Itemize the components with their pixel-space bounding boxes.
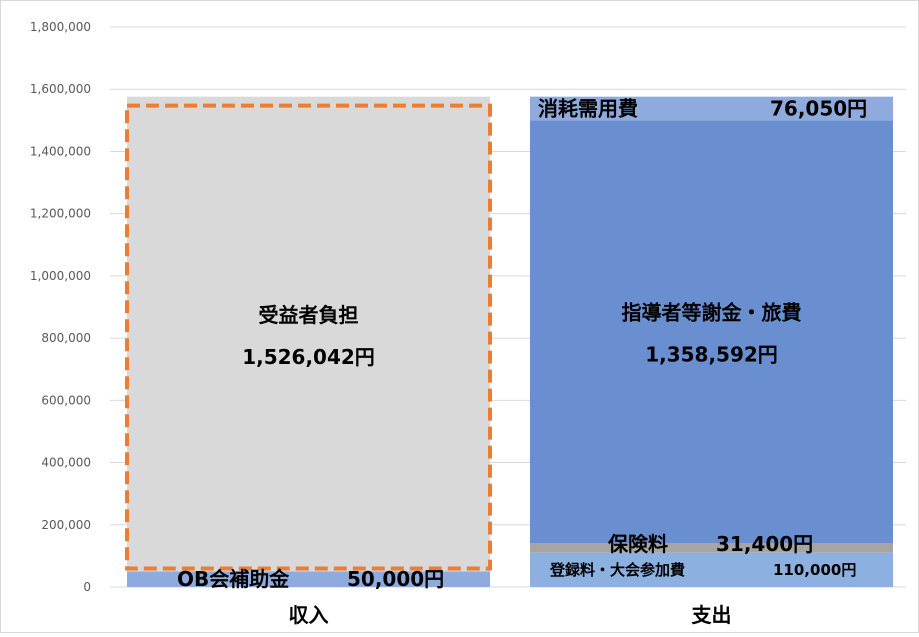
bar-segment <box>530 96 893 121</box>
bar-segment <box>127 571 490 587</box>
y-tick-label: 0 <box>83 580 91 594</box>
segment-value-label: 1,358,592円 <box>645 343 778 367</box>
y-tick-label: 1,000,000 <box>30 269 91 283</box>
y-axis-ticks: 0 200,000 400,000 600,000 800,000 1,000,000 1,… <box>30 20 91 594</box>
segment-value-label: 31,400円 <box>716 532 813 556</box>
highlight-outline <box>125 103 492 571</box>
x-category-label: 支出 <box>692 603 732 627</box>
bar-segment <box>530 543 893 553</box>
bar-segment <box>530 552 893 587</box>
segment-value-label: 76,050円 <box>770 97 867 121</box>
segment-label: 登録料・大会参加費 <box>549 561 685 579</box>
bar-segment <box>530 120 893 544</box>
segment-value-label: 50,000円 <box>347 567 444 591</box>
segment-value-label: 1,526,042円 <box>242 345 375 369</box>
y-tick-label: 200,000 <box>41 518 91 532</box>
bars <box>125 96 893 587</box>
y-tick-label: 1,200,000 <box>30 207 91 221</box>
x-axis-categories: 収入 支出 <box>289 603 732 627</box>
y-tick-label: 1,600,000 <box>30 82 91 96</box>
segment-label: 消耗需用費 <box>538 97 638 121</box>
y-tick-label: 600,000 <box>41 393 91 407</box>
segment-label: 指導者等謝金・旅費 <box>622 301 802 325</box>
y-tick-label: 400,000 <box>41 456 91 470</box>
segment-value-label: 110,000円 <box>773 561 856 579</box>
segment-label: 保険料 <box>607 532 668 556</box>
segment-label: 受益者負担 <box>259 303 359 327</box>
y-tick-label: 1,800,000 <box>30 20 91 34</box>
y-tick-label: 800,000 <box>41 331 91 345</box>
x-category-label: 収入 <box>289 603 329 627</box>
bar-segment <box>127 96 490 572</box>
y-tick-label: 1,400,000 <box>30 144 91 158</box>
segment-label: OB会補助金 <box>177 567 290 591</box>
